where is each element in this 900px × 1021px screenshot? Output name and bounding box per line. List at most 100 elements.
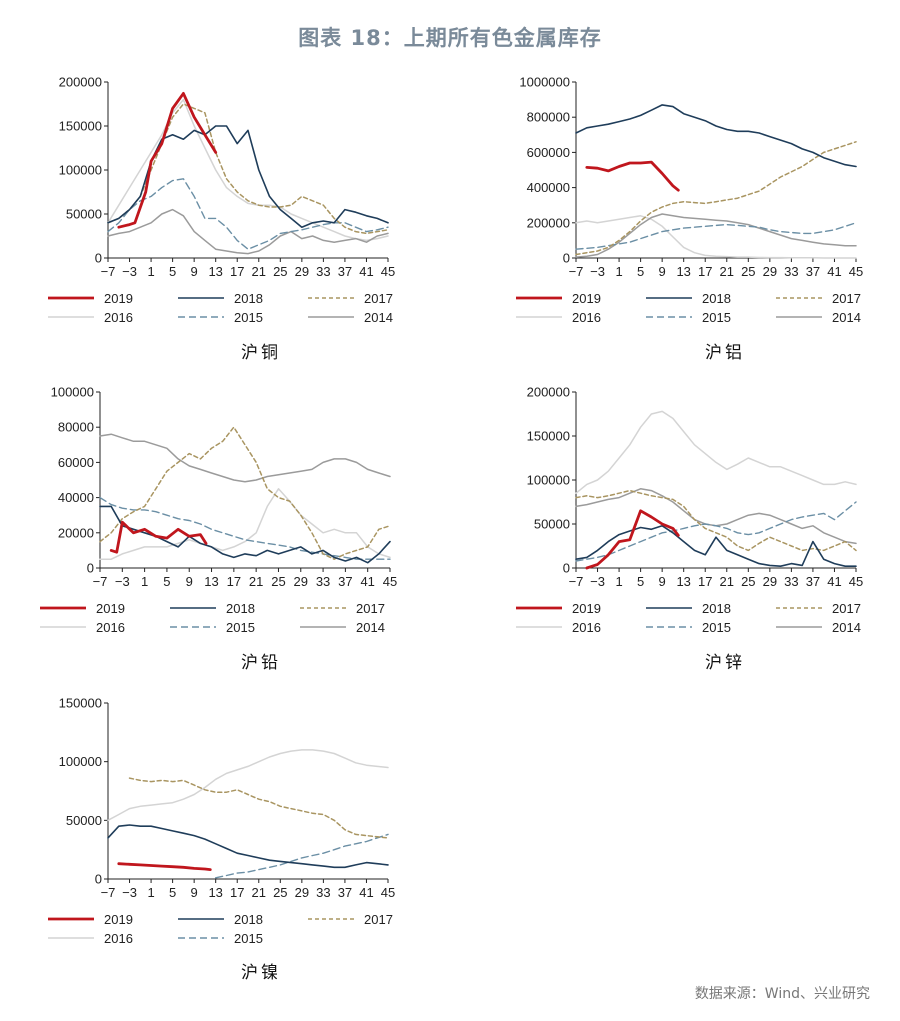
legend-label-2017: 2017 (356, 601, 385, 616)
x-tick-label: 41 (359, 885, 373, 900)
legend-label-2018: 2018 (234, 912, 263, 927)
series-line-2015 (575, 222, 857, 250)
x-tick-label: 9 (191, 885, 198, 900)
legend-label-2019: 2019 (104, 912, 133, 927)
x-tick-label: 25 (271, 574, 285, 589)
legend-label-2017: 2017 (364, 291, 393, 306)
x-tick-label: 9 (659, 264, 666, 279)
x-tick-label: 21 (249, 574, 263, 589)
y-tick-label: 100000 (527, 473, 570, 488)
x-tick-label: 29 (763, 264, 777, 279)
x-tick-label: 21 (252, 885, 266, 900)
x-tick-label: 37 (338, 574, 352, 589)
x-tick-label: 41 (827, 574, 841, 589)
legend-label-2019: 2019 (96, 601, 125, 616)
series-line-2016 (107, 749, 389, 822)
x-tick-label: −7 (569, 574, 584, 589)
y-tick-label: 50000 (66, 813, 102, 828)
y-tick-label: 0 (87, 561, 94, 576)
x-tick-label: 33 (316, 885, 330, 900)
x-tick-label: 17 (230, 885, 244, 900)
legend-label-2014: 2014 (364, 310, 393, 325)
x-tick-label: 17 (227, 574, 241, 589)
y-tick-label: 40000 (58, 490, 94, 505)
series-line-2018 (107, 824, 389, 869)
chart-panel-zinc: 0 50000 100000 150000 200000 −7 −3 1 5 9 13 17 21 25 2… (478, 382, 863, 677)
x-tick-label: 17 (698, 574, 712, 589)
x-tick-label: 5 (169, 264, 176, 279)
legend-label-2017: 2017 (832, 291, 861, 306)
x-tick-label: −7 (569, 264, 584, 279)
x-tick-label: 33 (784, 574, 798, 589)
x-tick-label: 9 (659, 574, 666, 589)
y-tick-label: 0 (563, 561, 570, 576)
chart-panel-aluminum: 0 200000 400000 600000 800000 1000000 −7 −3 1 5 9 1… (478, 70, 863, 365)
series-line-2018 (107, 125, 389, 228)
x-tick-label: 1 (615, 574, 622, 589)
y-tick-label: 800000 (527, 110, 570, 125)
x-tick-label: 1 (147, 885, 154, 900)
legend-label-2017: 2017 (832, 601, 861, 616)
legend-label-2017: 2017 (364, 912, 393, 927)
x-tick-label: −7 (93, 574, 108, 589)
legend-label-2016: 2016 (96, 620, 125, 635)
legend-label-2019: 2019 (104, 291, 133, 306)
x-tick-label: 17 (698, 264, 712, 279)
series-line-2019 (117, 862, 212, 872)
x-tick-label: 1 (141, 574, 148, 589)
series-line-2015 (107, 178, 389, 250)
x-tick-label: 9 (186, 574, 193, 589)
series-line-2015 (575, 501, 857, 562)
y-tick-label: 20000 (58, 525, 94, 540)
y-tick-label: 100000 (59, 754, 102, 769)
x-tick-label: 13 (676, 574, 690, 589)
x-tick-label: 25 (741, 574, 755, 589)
legend-label-2015: 2015 (702, 310, 731, 325)
y-tick-label: 150000 (59, 119, 102, 134)
y-tick-label: 0 (95, 872, 102, 887)
x-tick-label: 45 (849, 264, 863, 279)
x-tick-label: 9 (191, 264, 198, 279)
legend-label-2019: 2019 (572, 291, 601, 306)
x-tick-label: 5 (637, 264, 644, 279)
x-tick-label: 41 (360, 574, 374, 589)
chart-panel-nickel: 0 50000 100000 150000 −7 −3 1 5 9 13 17 21 25 29 33 37 4… (20, 692, 395, 987)
x-tick-label: 33 (316, 264, 330, 279)
x-tick-label: 45 (381, 264, 395, 279)
x-tick-label: 45 (849, 574, 863, 589)
x-tick-label: 33 (784, 264, 798, 279)
chart-caption-aluminum: 沪铝 (705, 343, 745, 363)
chart-caption-copper: 沪铜 (241, 343, 281, 363)
x-tick-label: −3 (590, 574, 605, 589)
series-line-2014 (107, 208, 389, 255)
legend-label-2015: 2015 (226, 620, 255, 635)
x-tick-label: 33 (316, 574, 330, 589)
legend-label-2016: 2016 (104, 310, 133, 325)
chart-caption-zinc: 沪锌 (705, 653, 745, 673)
page-title: 图表 18：上期所有色金属库存 (298, 26, 602, 50)
series-line-2014 (99, 433, 391, 483)
x-tick-label: 13 (204, 574, 218, 589)
series-line-2016 (575, 410, 857, 494)
x-tick-label: 25 (741, 264, 755, 279)
x-tick-label: −7 (101, 885, 116, 900)
y-tick-label: 200000 (59, 75, 102, 90)
x-tick-label: 37 (338, 885, 352, 900)
chart-zinc: 0 50000 100000 150000 200000 −7 −3 1 5 9 13 17 21 25 2… (516, 385, 863, 635)
legend-label-2015: 2015 (702, 620, 731, 635)
x-tick-label: 25 (273, 885, 287, 900)
x-tick-label: 29 (294, 574, 308, 589)
y-tick-label: 1000000 (519, 75, 570, 90)
chart-panel-copper: 0 50000 100000 150000 200000 −7 −3 1 5 9 13 17 21 25 2… (20, 70, 395, 365)
legend-label-2018: 2018 (226, 601, 255, 616)
legend-label-2014: 2014 (832, 620, 861, 635)
series-line-2016 (107, 98, 389, 242)
x-tick-label: 29 (295, 885, 309, 900)
x-tick-label: 37 (806, 574, 820, 589)
x-tick-label: −3 (115, 574, 130, 589)
y-tick-label: 50000 (534, 517, 570, 532)
x-tick-label: 13 (676, 264, 690, 279)
legend-label-2016: 2016 (104, 931, 133, 946)
x-tick-label: 5 (637, 574, 644, 589)
